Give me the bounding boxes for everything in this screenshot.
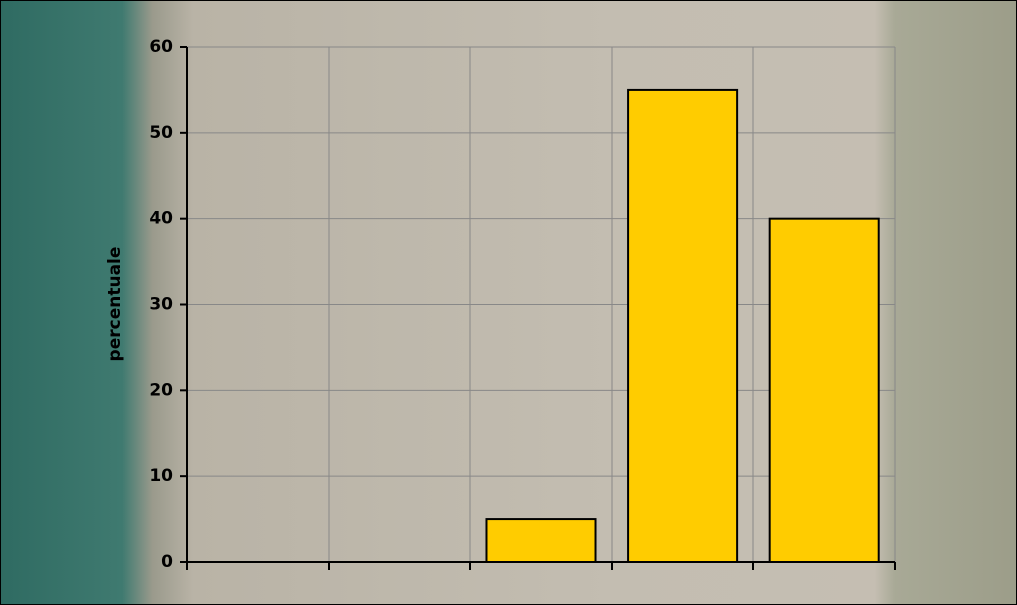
y-tick-label: 30 <box>149 295 173 315</box>
y-tick-label: 20 <box>149 380 173 400</box>
bar <box>485 518 597 563</box>
y-tick-label: 40 <box>149 209 173 229</box>
y-tick-label: 0 <box>161 552 173 572</box>
y-tick-label: 10 <box>149 466 173 486</box>
bar <box>768 217 880 564</box>
y-tick-label: 50 <box>149 123 173 143</box>
y-tick-label: 60 <box>149 37 173 57</box>
bar <box>627 88 739 564</box>
y-axis-label: percentuale <box>105 247 125 362</box>
x-tick-marks <box>186 562 896 570</box>
